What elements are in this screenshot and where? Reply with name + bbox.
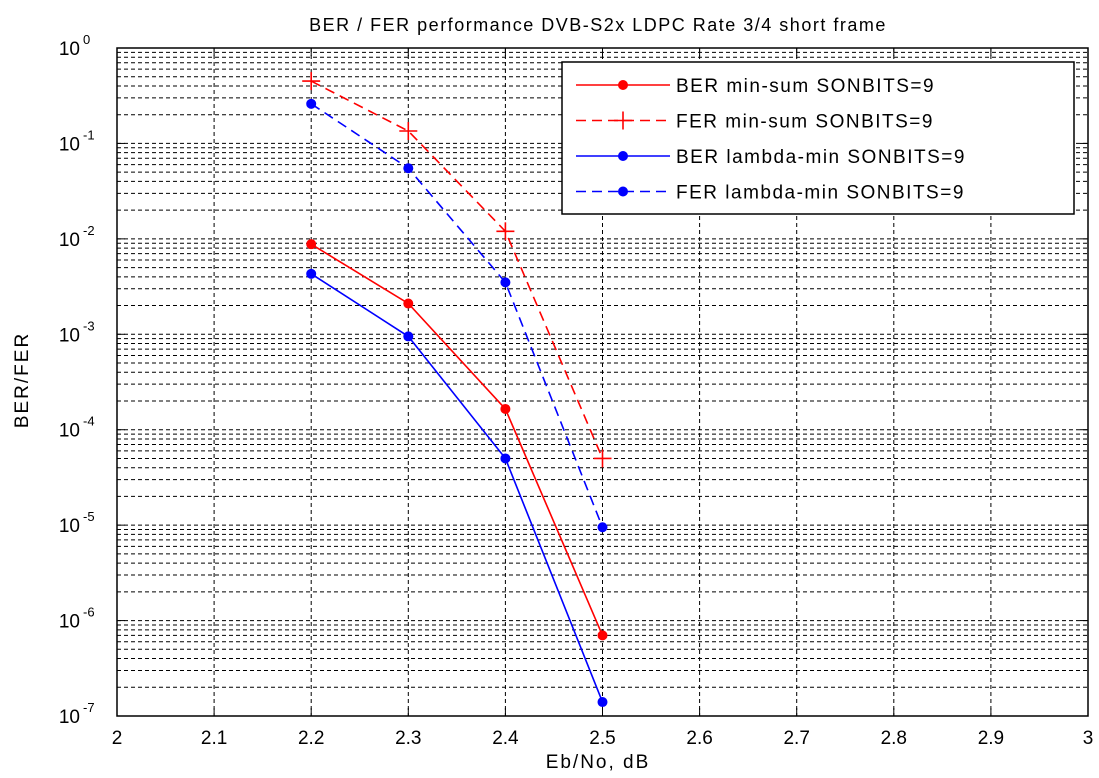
series-line xyxy=(310,243,604,636)
series-2 xyxy=(302,72,612,468)
y-tick-exponent: 0 xyxy=(83,32,90,47)
y-tick-label: 10 xyxy=(59,612,80,633)
x-tick-label: 2.5 xyxy=(589,728,615,749)
legend-label: BER min-sum SONBITS=9 xyxy=(676,76,935,97)
legend-marker xyxy=(614,111,632,130)
x-tick-label: 2.9 xyxy=(978,728,1004,749)
legend-box xyxy=(561,61,1075,215)
x-tick-label: 2.6 xyxy=(686,728,712,749)
x-tick-label: 2.7 xyxy=(783,728,809,749)
y-tick-exponent: -3 xyxy=(83,318,95,333)
data-point xyxy=(403,298,414,309)
legend-marker xyxy=(618,151,628,161)
chart-title: BER / FER performance DVB-S2x LDPC Rate … xyxy=(309,15,887,35)
y-tick-label: 10 xyxy=(59,134,80,155)
legend-marker xyxy=(618,80,628,90)
y-tick-label: 10 xyxy=(59,39,80,60)
series-line xyxy=(310,273,604,703)
legend-label: BER lambda-min SONBITS=9 xyxy=(676,147,966,168)
legend: BER min-sum SONBITS=9 FER min-sum SONBITS… xyxy=(561,61,1075,215)
y-tick-label: 10 xyxy=(59,230,80,251)
data-point xyxy=(597,697,608,708)
y-tick-exponent: -5 xyxy=(83,509,95,524)
y-axis-label: BER/FER xyxy=(12,332,33,428)
data-point xyxy=(399,121,418,140)
legend-label: FER lambda-min SONBITS=9 xyxy=(676,183,965,204)
x-tick-label: 2 xyxy=(112,728,123,749)
series-3 xyxy=(306,268,608,708)
series-1 xyxy=(306,239,608,641)
x-tick-label: 2.4 xyxy=(492,728,519,749)
data-point xyxy=(306,98,317,109)
legend-marker xyxy=(618,186,628,197)
data-point xyxy=(597,630,608,641)
data-point xyxy=(597,522,608,533)
data-point xyxy=(500,403,511,414)
x-axis-label: Eb/No, dB xyxy=(546,752,651,773)
data-point xyxy=(496,222,515,241)
data-point xyxy=(302,72,321,91)
series-lines xyxy=(302,72,612,708)
data-point xyxy=(403,331,414,342)
y-tick-label: 10 xyxy=(59,516,80,537)
y-tick-exponent: -2 xyxy=(83,223,95,238)
y-tick-exponent: -1 xyxy=(83,127,95,142)
data-point xyxy=(500,453,511,464)
series-line xyxy=(310,80,604,459)
x-tick-label: 2.1 xyxy=(201,728,227,749)
data-point xyxy=(306,268,317,279)
x-tick-label: 2.2 xyxy=(298,728,324,749)
x-tick-label: 3 xyxy=(1083,728,1094,749)
legend-label: FER min-sum SONBITS=9 xyxy=(676,112,934,133)
y-tick-label: 10 xyxy=(59,707,80,728)
y-tick-exponent: -4 xyxy=(83,414,95,429)
data-point xyxy=(403,163,414,174)
x-tick-label: 2.8 xyxy=(881,728,907,749)
data-point xyxy=(500,277,511,288)
y-tick-exponent: -7 xyxy=(83,700,95,715)
y-tick-label: 10 xyxy=(59,421,80,442)
x-tick-label: 2.3 xyxy=(395,728,421,749)
data-point xyxy=(306,239,317,250)
data-point xyxy=(593,449,612,468)
y-tick-exponent: -6 xyxy=(83,605,95,620)
series-4 xyxy=(306,98,608,533)
y-tick-label: 10 xyxy=(59,325,80,346)
